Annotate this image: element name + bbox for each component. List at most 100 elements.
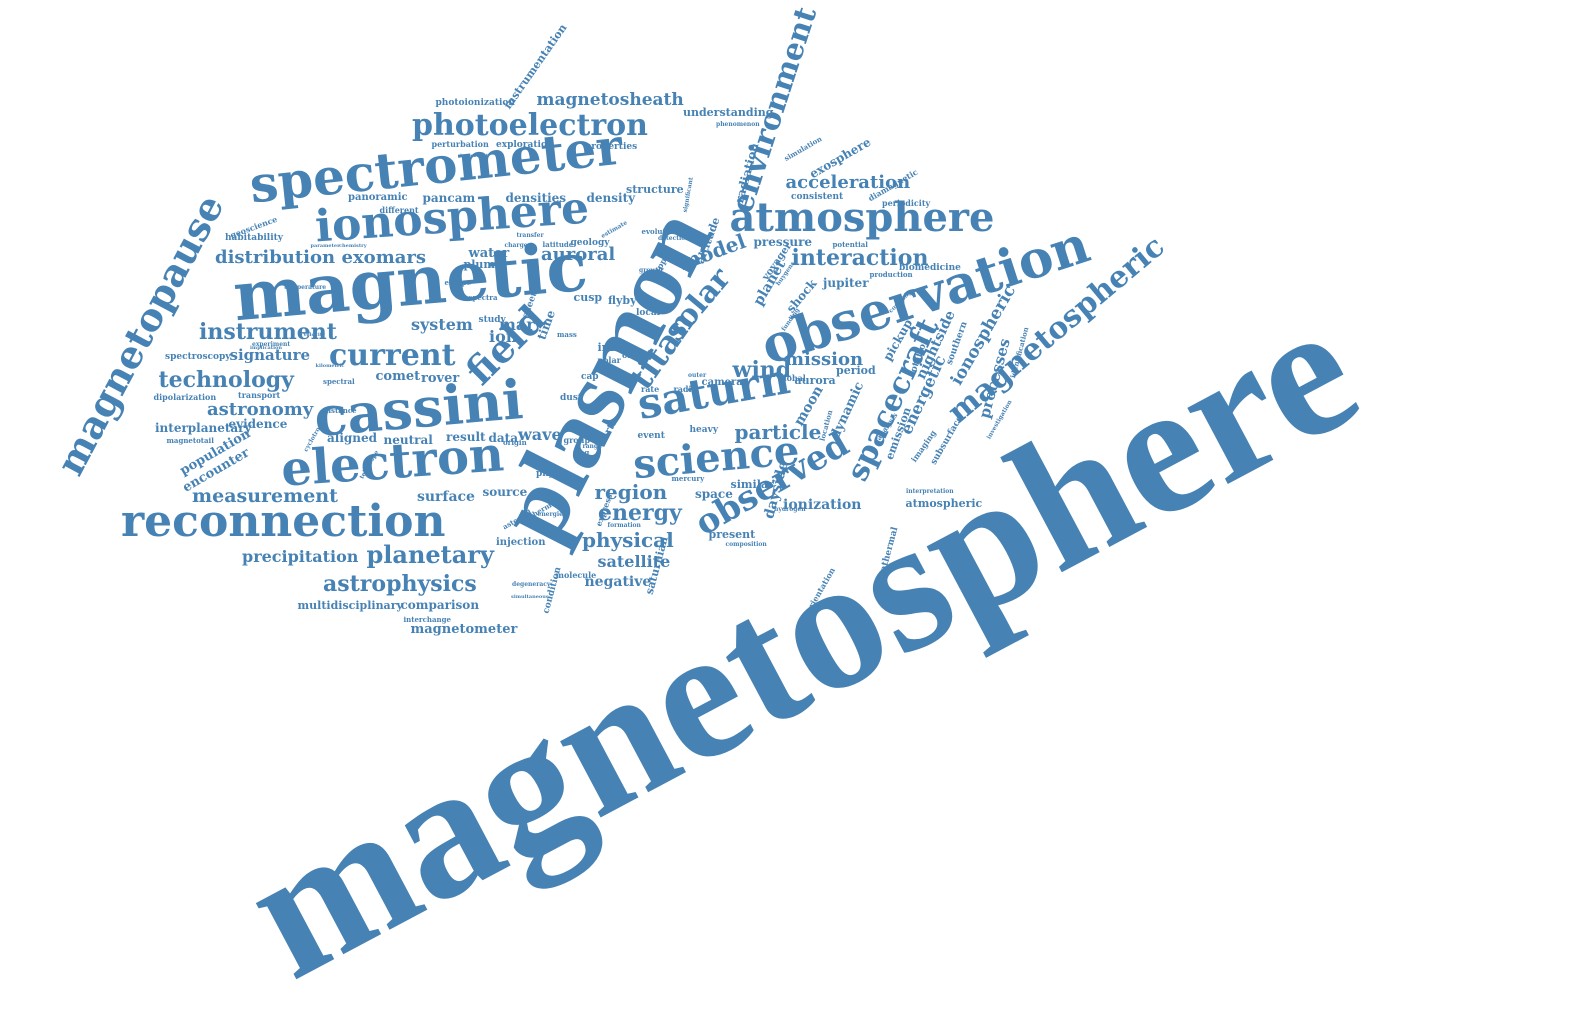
word-rover: rover <box>421 370 460 386</box>
word-understanding: understanding <box>683 105 774 119</box>
word-simultaneous: simultaneous <box>511 593 549 600</box>
word-periodicity: periodicity <box>882 198 931 208</box>
word-experiment: experiment <box>252 341 291 348</box>
word-mercury: mercury <box>671 473 705 483</box>
word-interpretation: interpretation <box>906 488 954 495</box>
word-reconnection: reconnection <box>121 496 446 547</box>
word-measurement: measurement <box>192 484 338 507</box>
word-origin: origin <box>503 437 527 447</box>
word-injection: injection <box>496 537 546 548</box>
word-velocity: velocity <box>303 331 325 338</box>
word-magnetosheath: magnetosheath <box>536 89 684 110</box>
word-polar: polar <box>597 355 621 365</box>
word-wind: wind <box>732 357 792 383</box>
word-physical: physical <box>582 528 674 552</box>
word-hydrogen: hydrogen <box>774 506 806 513</box>
word-exomars: exomars <box>341 247 427 268</box>
word-ion: ion <box>489 327 518 346</box>
word-technology: technology <box>158 367 294 393</box>
word-ring: ring <box>573 447 590 457</box>
word-densities: densities <box>505 191 567 205</box>
word-parameter: parameter <box>310 242 340 249</box>
word-mar: mar <box>499 315 535 334</box>
word-atmosphere: atmosphere <box>729 194 995 241</box>
word-precipitation: precipitation <box>242 547 359 566</box>
word-source: source <box>482 485 528 499</box>
word-detection: detection <box>658 235 690 242</box>
word-acceleration: acceleration <box>785 172 911 193</box>
word-energies: energies <box>537 511 567 518</box>
word-plume: plume <box>463 257 503 271</box>
word-transfer: transfer <box>516 232 544 239</box>
word-ionization: ionization <box>783 497 862 513</box>
word-distribution: distribution <box>215 247 336 268</box>
word-aurora: aurora <box>794 373 836 387</box>
word-degeneracy: degeneracy <box>512 581 551 588</box>
word-different: different <box>379 205 419 215</box>
word-surface: surface <box>417 489 475 505</box>
word-spectra: spectra <box>468 292 498 302</box>
word-pressure: pressure <box>753 235 813 249</box>
word-group: group <box>563 435 591 445</box>
word-escape: escape <box>444 277 472 287</box>
word-interaction: interaction <box>791 245 929 271</box>
word-data: data <box>488 431 518 445</box>
word-composition: composition <box>725 541 767 548</box>
word-atmospheric: atmospheric <box>905 496 983 510</box>
word-mass: mass <box>557 329 577 339</box>
word-aligned: aligned <box>327 431 378 445</box>
word-current: current <box>329 338 456 373</box>
word-interchange: interchange <box>403 614 451 624</box>
word-spectral: spectral <box>323 376 355 386</box>
word-camera: camera <box>701 377 743 388</box>
word-comparison: comparison <box>400 598 480 612</box>
word-magnetotail: magnetotail <box>166 435 214 445</box>
word-event: event <box>637 430 665 441</box>
word-significant: significant <box>681 176 695 214</box>
word-satellite: satellite <box>597 552 671 571</box>
word-production: production <box>869 269 913 279</box>
word-range: range <box>582 443 602 450</box>
word-jupiter: jupiter <box>823 276 869 290</box>
word-heavy: heavy <box>689 424 719 435</box>
word-phenomenon: phenomenon <box>716 121 760 128</box>
word-rate: rate <box>641 384 660 394</box>
word-formation: formation <box>607 522 641 529</box>
word-implication: implication <box>250 344 282 351</box>
word-region: region <box>594 480 668 504</box>
word-planetary: planetary <box>366 540 494 569</box>
word-result: result <box>446 430 486 444</box>
word-mission: mission <box>785 349 864 370</box>
word-growth: growth <box>639 267 663 274</box>
word-evidence: evidence <box>228 417 288 431</box>
word-density: density <box>586 191 636 205</box>
word-local: local <box>636 307 661 318</box>
word-cap: cap <box>581 371 599 382</box>
word-cusp: cusp <box>573 290 603 304</box>
word-simulation: simulation <box>782 133 824 163</box>
word-geology: geology <box>570 237 610 248</box>
word-photoelectron: photoelectron <box>412 108 648 143</box>
word-biomedicine: biomedicine <box>899 262 961 273</box>
word-negative: negative <box>584 574 652 590</box>
word-interplanetary: interplanetary <box>155 421 252 435</box>
word-dipolarization: dipolarization <box>153 392 217 402</box>
word-charge: charge <box>504 242 528 249</box>
word-transport: transport <box>238 390 281 400</box>
word-consistent: consistent <box>791 191 844 202</box>
word-signature: signature <box>229 345 311 364</box>
word-wave: wave <box>518 425 562 444</box>
word-structure: structure <box>626 182 684 196</box>
word-physic: physic <box>536 468 569 479</box>
word-potential: potential <box>832 239 868 249</box>
word-energy: energy <box>598 500 682 526</box>
word-astronomy: astronomy <box>207 399 314 420</box>
word-water: water <box>468 245 510 261</box>
word-period: period <box>836 363 876 377</box>
word-particle: particle <box>734 420 822 444</box>
word-cloud: { "theme": { "word_color": "#4682b4", "b… <box>46 2 1387 1018</box>
word-global: global <box>778 373 806 383</box>
word-instrument: instrument <box>199 319 337 345</box>
word-inner: inner <box>597 340 631 354</box>
word-exploration: exploration <box>496 139 554 150</box>
